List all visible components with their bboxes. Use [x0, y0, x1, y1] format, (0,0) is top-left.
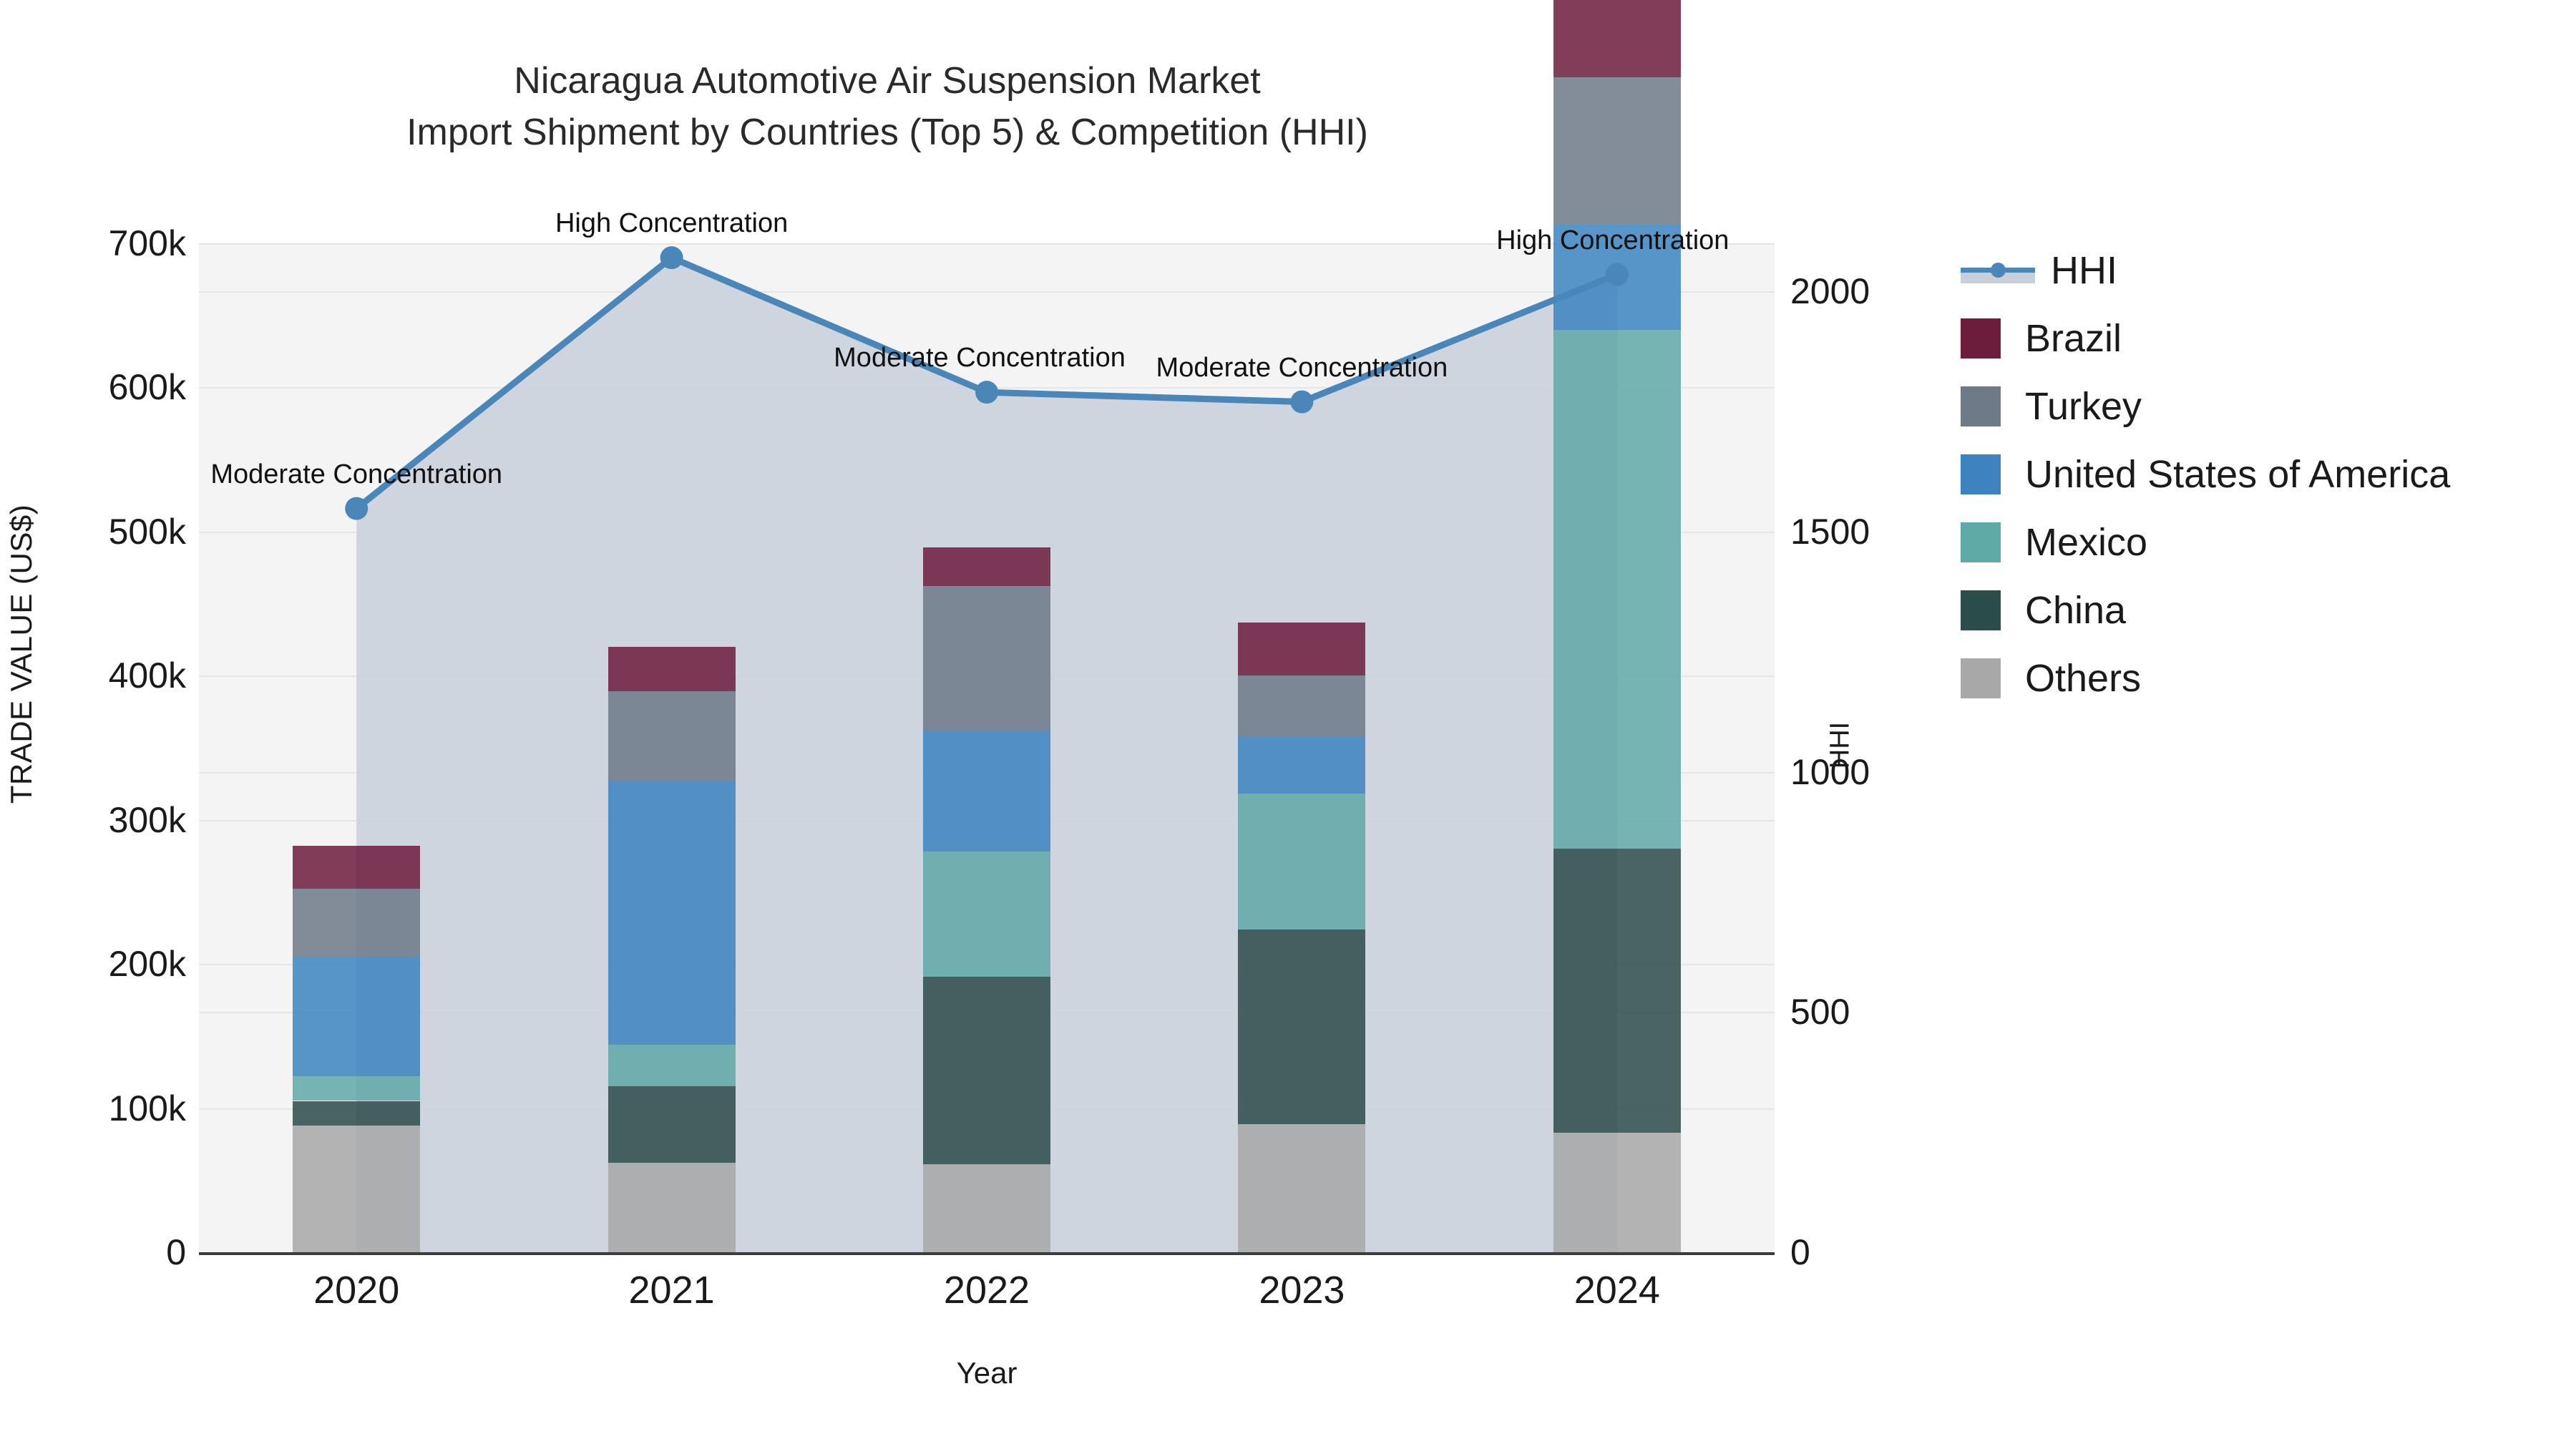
legend-item-hhi[interactable]: HHI: [1961, 236, 2562, 304]
bar-segment[interactable]: [293, 1101, 421, 1126]
legend-label: Mexico: [2025, 520, 2148, 564]
y-tick-left-300k: 300k: [108, 799, 186, 840]
bar-segment[interactable]: [1553, 329, 1681, 849]
y-tick-right-1000: 1000: [1790, 751, 1870, 792]
legend-label: HHI: [2051, 248, 2117, 292]
legend-swatch-icon: [1961, 590, 2001, 630]
y-tick-right-2000: 2000: [1790, 271, 1870, 312]
x-tick-2023: 2023: [1259, 1269, 1345, 1312]
legend-label: United States of America: [2025, 452, 2451, 496]
y-tick-left-700k: 700k: [108, 223, 186, 263]
bar-segment[interactable]: [608, 781, 736, 1045]
hhi-annotation: High Concentration: [555, 208, 789, 239]
bar-segment[interactable]: [923, 1164, 1050, 1252]
bar-segment[interactable]: [293, 845, 421, 889]
bar-segment[interactable]: [293, 889, 421, 957]
legend-item-united-states-of-america[interactable]: United States of America: [1961, 440, 2562, 508]
x-tick-2021: 2021: [628, 1269, 715, 1312]
x-axis-line: [199, 1252, 1775, 1255]
bar-segment[interactable]: [608, 691, 736, 781]
y-tick-left-100k: 100k: [108, 1088, 186, 1128]
bar-segment[interactable]: [1238, 675, 1366, 736]
bar-segment[interactable]: [293, 1125, 421, 1252]
x-tick-2020: 2020: [313, 1269, 400, 1312]
bar-segment[interactable]: [608, 647, 736, 692]
bar-segment[interactable]: [923, 730, 1050, 852]
legend-label: China: [2025, 588, 2127, 632]
legend-item-turkey[interactable]: Turkey: [1961, 372, 2562, 440]
bar-segment[interactable]: [293, 957, 421, 1077]
legend-item-mexico[interactable]: Mexico: [1961, 508, 2562, 576]
hhi-annotation: Moderate Concentration: [834, 343, 1126, 374]
chart-title-line-2: Import Shipment by Countries (Top 5) & C…: [406, 111, 1368, 153]
y-tick-left-400k: 400k: [108, 655, 186, 696]
bar-segment[interactable]: [1553, 1132, 1681, 1252]
y-tick-right-1500: 1500: [1790, 511, 1870, 552]
y-tick-left-600k: 600k: [108, 367, 186, 408]
legend-swatch-icon: [1961, 386, 2001, 426]
chart-title-line-1: Nicaragua Automotive Air Suspension Mark…: [514, 60, 1261, 102]
y-tick-left-200k: 200k: [108, 944, 186, 985]
legend-item-china[interactable]: China: [1961, 576, 2562, 644]
legend-label: Turkey: [2025, 384, 2142, 428]
legend-swatch-icon: [1961, 454, 2001, 494]
bar-segment[interactable]: [923, 852, 1050, 977]
bar-segment[interactable]: [1238, 929, 1366, 1124]
bar-segment[interactable]: [1553, 0, 1681, 78]
bar-segment[interactable]: [923, 977, 1050, 1165]
chart-title: Nicaragua Automotive Air Suspension Mark…: [0, 56, 1775, 159]
hhi-annotation: Moderate Concentration: [210, 459, 503, 489]
bar-segment[interactable]: [608, 1086, 736, 1163]
x-tick-2024: 2024: [1574, 1269, 1660, 1312]
y-tick-left-0: 0: [166, 1232, 186, 1272]
legend-swatch-icon: [1961, 522, 2001, 562]
gridline-left: [199, 243, 1775, 245]
legend-label: Others: [2025, 656, 2142, 700]
bar-segment[interactable]: [1238, 1123, 1366, 1252]
legend-item-others[interactable]: Others: [1961, 644, 2562, 712]
y-axis-left-ticks: 0 100k 200k 300k 400k 500k 600k 700k: [0, 0, 187, 1449]
legend-swatch-icon: [1961, 318, 2001, 358]
hhi-annotation: High Concentration: [1496, 225, 1729, 255]
bar-segment[interactable]: [1238, 622, 1366, 676]
legend-swatch-icon: [1961, 658, 2001, 698]
y-tick-right-500: 500: [1790, 992, 1850, 1033]
x-axis-label: Year: [956, 1356, 1018, 1390]
hhi-annotation: Moderate Concentration: [1156, 352, 1448, 383]
y-tick-left-500k: 500k: [108, 511, 186, 552]
bar-segment[interactable]: [608, 1044, 736, 1087]
bar-segment[interactable]: [293, 1076, 421, 1101]
bar-segment[interactable]: [1238, 794, 1366, 930]
bar-segment[interactable]: [923, 586, 1050, 731]
legend-item-brazil[interactable]: Brazil: [1961, 304, 2562, 372]
bar-segment[interactable]: [1553, 849, 1681, 1133]
bar-segment[interactable]: [1553, 77, 1681, 225]
bar-segment[interactable]: [608, 1163, 736, 1252]
bar-segment[interactable]: [923, 547, 1050, 587]
bar-segment[interactable]: [1238, 736, 1366, 794]
legend-label: Brazil: [2025, 316, 2122, 360]
legend-line-marker-icon: [1961, 250, 2035, 291]
x-tick-2022: 2022: [943, 1269, 1030, 1312]
y-tick-right-0: 0: [1790, 1232, 1810, 1272]
y-axis-right-ticks: 0 500 1000 1500 2000: [1789, 0, 1975, 1449]
legend: HHI Brazil Turkey United States of America M…: [1961, 236, 2562, 712]
